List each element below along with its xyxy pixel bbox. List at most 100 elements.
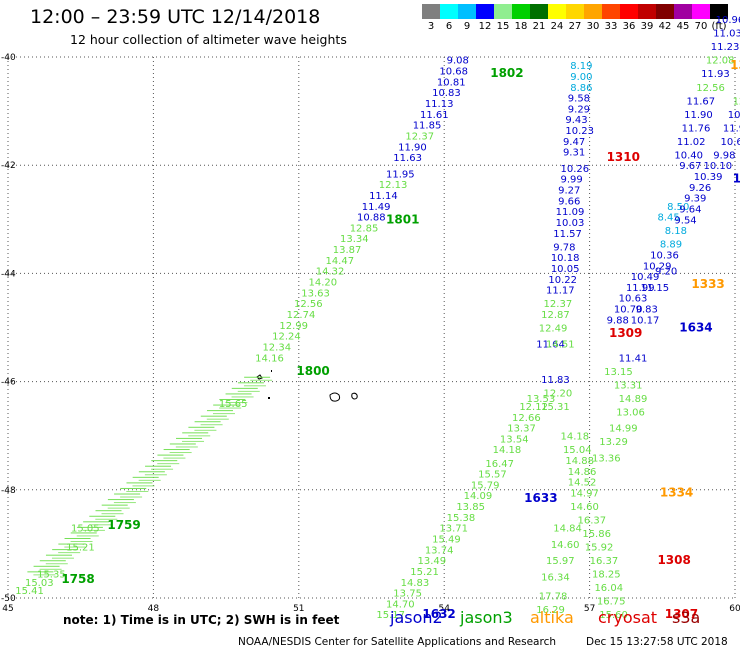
wave-height-label: 13.31 xyxy=(614,380,643,391)
track-mark xyxy=(107,499,134,501)
wave-height-label: 10.10 xyxy=(703,161,732,172)
wave-height-label: 12.24 xyxy=(272,332,301,343)
track-mark xyxy=(219,407,242,409)
wave-height-label: 14.99 xyxy=(609,424,638,435)
wave-height-label: 11.94 xyxy=(723,123,740,134)
wave-height-label: 11.63 xyxy=(393,153,422,164)
wave-height-label: 15.79 xyxy=(471,480,500,491)
color-scale-label: 24 xyxy=(550,21,564,32)
track-mark xyxy=(76,526,103,528)
track-mark xyxy=(64,537,91,539)
track-mark xyxy=(144,474,167,476)
wave-height-label: 15.49 xyxy=(432,534,461,545)
wave-height-label: 13.49 xyxy=(418,556,447,567)
track-mark xyxy=(175,446,198,448)
wave-height-label: 14.16 xyxy=(255,353,284,364)
wave-height-label: 11.76 xyxy=(682,123,711,134)
wave-height-label: 9.67 xyxy=(679,161,701,172)
wave-height-label: 8.18 xyxy=(665,226,687,237)
wave-height-label: 11.15 xyxy=(640,283,669,294)
satellite-tracks: 9.0810.6810.8110.8311.1311.6111.8512.371… xyxy=(15,15,740,621)
color-scale-label: 18 xyxy=(514,21,528,32)
wave-height-label: 14.18 xyxy=(493,445,522,456)
legend-s3a: s3a xyxy=(672,608,701,627)
wave-height-label: 14.97 xyxy=(570,489,599,500)
wave-height-label: 11.64 xyxy=(536,340,565,351)
wave-height-label: 14.86 xyxy=(568,467,597,478)
wave-height-label: 15.21 xyxy=(66,543,95,554)
wave-height-label: 12.56 xyxy=(294,299,323,310)
wave-height-label: 11.23 xyxy=(711,42,740,53)
wave-height-label: 1307 xyxy=(665,607,698,621)
land-outlines xyxy=(256,370,358,402)
wave-height-label: 9.64 xyxy=(679,204,701,215)
track-mark xyxy=(219,398,246,400)
wave-height-label: 15.92 xyxy=(585,543,614,554)
wave-height-label: 13.15 xyxy=(604,367,633,378)
track-mark xyxy=(39,560,66,562)
color-scale-label: 15 xyxy=(496,21,510,32)
wave-height-label: 9.43 xyxy=(565,115,587,126)
wave-height-label: 8.50 xyxy=(667,202,689,213)
color-swatch xyxy=(548,4,566,19)
color-swatch xyxy=(530,4,548,19)
track-mark xyxy=(157,463,180,465)
wave-height-label: 10.40 xyxy=(674,150,703,161)
wave-height-label: 15.21 xyxy=(410,567,439,578)
wave-height-label: 15.05 xyxy=(71,524,100,535)
track-mark xyxy=(182,440,205,442)
track-mark xyxy=(188,435,211,437)
track-mark xyxy=(206,410,233,412)
wave-height-label: 11.02 xyxy=(677,137,706,148)
wave-height-label: 13.34 xyxy=(340,234,369,245)
timestamp-text: Dec 15 13:27:58 UTC 2018 xyxy=(586,636,728,648)
track-mark xyxy=(39,568,62,570)
wave-height-label: 15.97 xyxy=(546,556,575,567)
wave-height-label: 12.87 xyxy=(541,310,570,321)
wave-height-label: 9.29 xyxy=(568,104,590,115)
wave-height-label: 14.70 xyxy=(386,599,415,610)
track-mark xyxy=(169,452,192,454)
wave-height-label: 1800 xyxy=(296,364,329,378)
lat-tick-label: -48 xyxy=(1,486,16,496)
wave-height-label: 12.37 xyxy=(405,131,434,142)
wave-height-label: 9.00 xyxy=(570,72,592,83)
wave-height-label: 1634 xyxy=(679,321,712,335)
wave-height-label: 11.99 xyxy=(626,283,655,294)
track-mark xyxy=(225,393,252,395)
color-scale-label: 27 xyxy=(568,21,582,32)
legend-altika: altika xyxy=(530,608,574,627)
wave-height-label: 13 xyxy=(730,58,740,72)
wave-height-label: 11.13 xyxy=(425,99,454,110)
wave-height-label: 12.49 xyxy=(539,324,568,335)
color-swatch xyxy=(638,4,656,19)
wave-height-label: 15.38 xyxy=(447,513,476,524)
color-swatch xyxy=(620,4,638,19)
wave-height-label: 1309 xyxy=(609,326,642,340)
wave-height-label: 12.74 xyxy=(287,310,316,321)
wave-height-label: 13.29 xyxy=(599,437,628,448)
track-mark xyxy=(138,471,165,473)
track-mark xyxy=(151,460,178,462)
wave-height-label: 12.20 xyxy=(544,388,573,399)
wave-height-label: 14.83 xyxy=(401,578,430,589)
wave-height-label: 11.90 xyxy=(398,142,427,153)
wave-height-label: 15.60 xyxy=(599,610,628,621)
track-mark xyxy=(176,437,203,439)
wave-height-label: 13.37 xyxy=(507,424,536,435)
color-scale-label: 42 xyxy=(658,21,672,32)
wave-height-label: 10.81 xyxy=(437,77,466,88)
track-mark xyxy=(212,413,235,415)
track-mark xyxy=(126,490,149,492)
track-mark xyxy=(82,529,105,531)
wave-height-label: 12.99 xyxy=(279,321,308,332)
wave-height-label: 11.93 xyxy=(701,69,730,80)
island-outline xyxy=(256,374,263,380)
wave-height-label: 14.20 xyxy=(308,278,337,289)
color-scale-label: 39 xyxy=(640,21,654,32)
wave-height-label: 10.83 xyxy=(432,88,461,99)
track-mark xyxy=(244,376,271,378)
wave-height-label: 11.49 xyxy=(362,202,391,213)
color-swatch xyxy=(512,4,530,19)
color-scale-label: 12 xyxy=(478,21,492,32)
